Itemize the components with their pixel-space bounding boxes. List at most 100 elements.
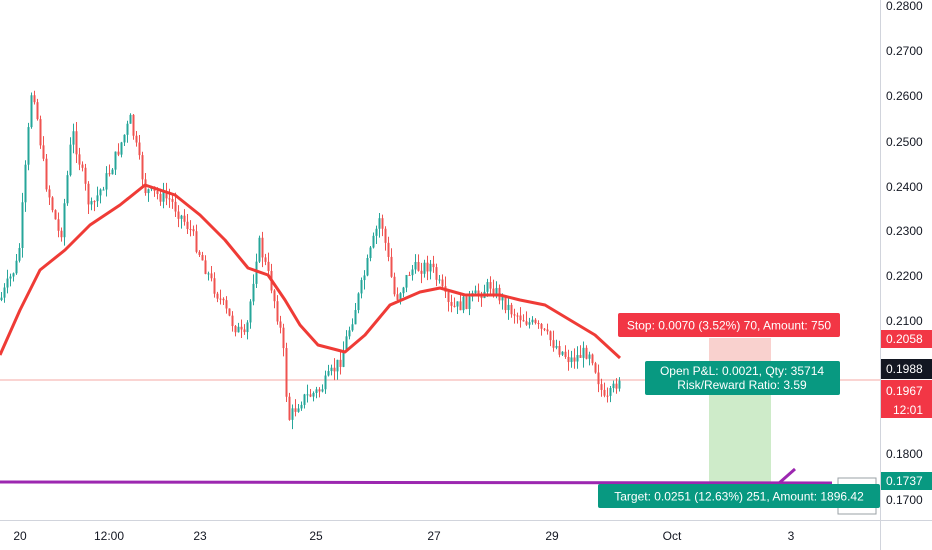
candle-body <box>348 330 351 337</box>
candle-body <box>255 261 258 284</box>
candle-body <box>342 350 345 367</box>
time-axis[interactable]: 20 12:00 23 25 27 29 Oct 3 <box>13 529 794 543</box>
candle-body <box>576 355 579 362</box>
time-tick: 20 <box>13 529 27 543</box>
candle-body <box>324 375 327 390</box>
svg-text:Risk/Reward Ratio: 3.59: Risk/Reward Ratio: 3.59 <box>677 378 807 392</box>
candle-body <box>462 296 465 311</box>
candle-body <box>105 173 108 190</box>
candle-body <box>525 321 528 325</box>
candle-body <box>318 389 321 392</box>
candle-body <box>459 301 462 311</box>
candles <box>0 90 621 430</box>
candle-body <box>600 384 603 390</box>
candle-body <box>216 293 219 299</box>
candle-body <box>261 237 264 258</box>
candle-body <box>612 383 615 389</box>
candle-body <box>42 145 45 159</box>
candle-body <box>33 95 36 103</box>
candle-body <box>336 359 339 372</box>
candle-body <box>393 276 396 295</box>
candle-body <box>591 354 594 364</box>
candle-body <box>126 123 129 135</box>
price-tick: 0.1800 <box>886 447 923 461</box>
candle-body <box>360 280 363 294</box>
candle-body <box>213 278 216 294</box>
candle-body <box>561 351 564 355</box>
time-tick: 12:00 <box>94 529 124 543</box>
candle-body <box>609 388 612 396</box>
candle-body <box>132 114 135 136</box>
candle-body <box>210 273 213 279</box>
candle-body <box>453 305 456 307</box>
candle-body <box>333 367 336 372</box>
pnl-label[interactable]: Open P&L: 0.0021, Qty: 35714 Risk/Reward… <box>645 361 840 395</box>
candle-body <box>18 247 21 261</box>
candle-body <box>159 193 162 202</box>
candle-body <box>420 270 423 274</box>
candle-body <box>369 247 372 259</box>
time-tick: 27 <box>427 529 441 543</box>
candle-body <box>534 319 537 324</box>
candle-body <box>387 242 390 257</box>
countdown-tag-text: 12:01 <box>893 403 923 417</box>
candle-body <box>135 135 138 143</box>
candle-body <box>615 383 618 389</box>
candle-body <box>330 367 333 372</box>
candle-body <box>489 282 492 289</box>
price-axis[interactable]: 0.2800 0.2700 0.2600 0.2500 0.2400 0.230… <box>881 0 932 507</box>
candle-body <box>171 199 174 202</box>
price-tick: 0.2300 <box>886 224 923 238</box>
candle-body <box>96 195 99 202</box>
candle-body <box>603 389 606 396</box>
candle-body <box>510 304 513 315</box>
candle-body <box>558 346 561 355</box>
candle-body <box>549 331 552 341</box>
candle-body <box>288 396 291 420</box>
candle-body <box>246 322 249 333</box>
price-tick: 0.2200 <box>886 269 923 283</box>
candle-body <box>249 301 252 323</box>
candle-body <box>537 323 540 325</box>
candle-body <box>6 278 9 288</box>
time-tick: 23 <box>193 529 207 543</box>
candle-body <box>354 310 357 325</box>
candle-body <box>585 347 588 359</box>
candle-body <box>363 275 366 281</box>
candle-body <box>321 389 324 392</box>
candle-body <box>147 189 150 194</box>
candle-body <box>384 228 387 243</box>
target-zone[interactable] <box>709 383 771 483</box>
candle-body <box>570 357 573 363</box>
candle-body <box>477 290 480 295</box>
candle-body <box>84 167 87 184</box>
candle-body <box>21 202 24 248</box>
candle-body <box>417 261 420 271</box>
current-price-tag <box>881 359 932 379</box>
candle-body <box>219 298 222 300</box>
candle-body <box>579 355 582 358</box>
candle-body <box>81 164 84 168</box>
candle-body <box>429 263 432 272</box>
candle-body <box>375 228 378 236</box>
candle-body <box>594 363 597 373</box>
trendline[interactable] <box>0 480 833 485</box>
candle-body <box>204 260 207 274</box>
candle-body <box>372 235 375 248</box>
candle-body <box>57 219 60 231</box>
candle-body <box>198 251 201 255</box>
candle-body <box>309 394 312 397</box>
candle-body <box>303 394 306 405</box>
svg-text:Stop: 0.0070 (3.52%) 70, Amoun: Stop: 0.0070 (3.52%) 70, Amount: 750 <box>627 319 831 333</box>
candle-body <box>141 155 144 180</box>
stop-price-tag-text: 0.2058 <box>886 332 923 346</box>
stop-label[interactable]: Stop: 0.0070 (3.52%) 70, Amount: 750 <box>618 313 840 337</box>
candle-body <box>186 221 189 230</box>
target-label[interactable]: Target: 0.0251 (12.63%) 251, Amount: 189… <box>598 484 880 508</box>
candle-body <box>474 290 477 294</box>
candle-body <box>138 142 141 156</box>
candle-body <box>588 354 591 359</box>
candle-body <box>378 218 381 229</box>
candle-body <box>297 408 300 412</box>
